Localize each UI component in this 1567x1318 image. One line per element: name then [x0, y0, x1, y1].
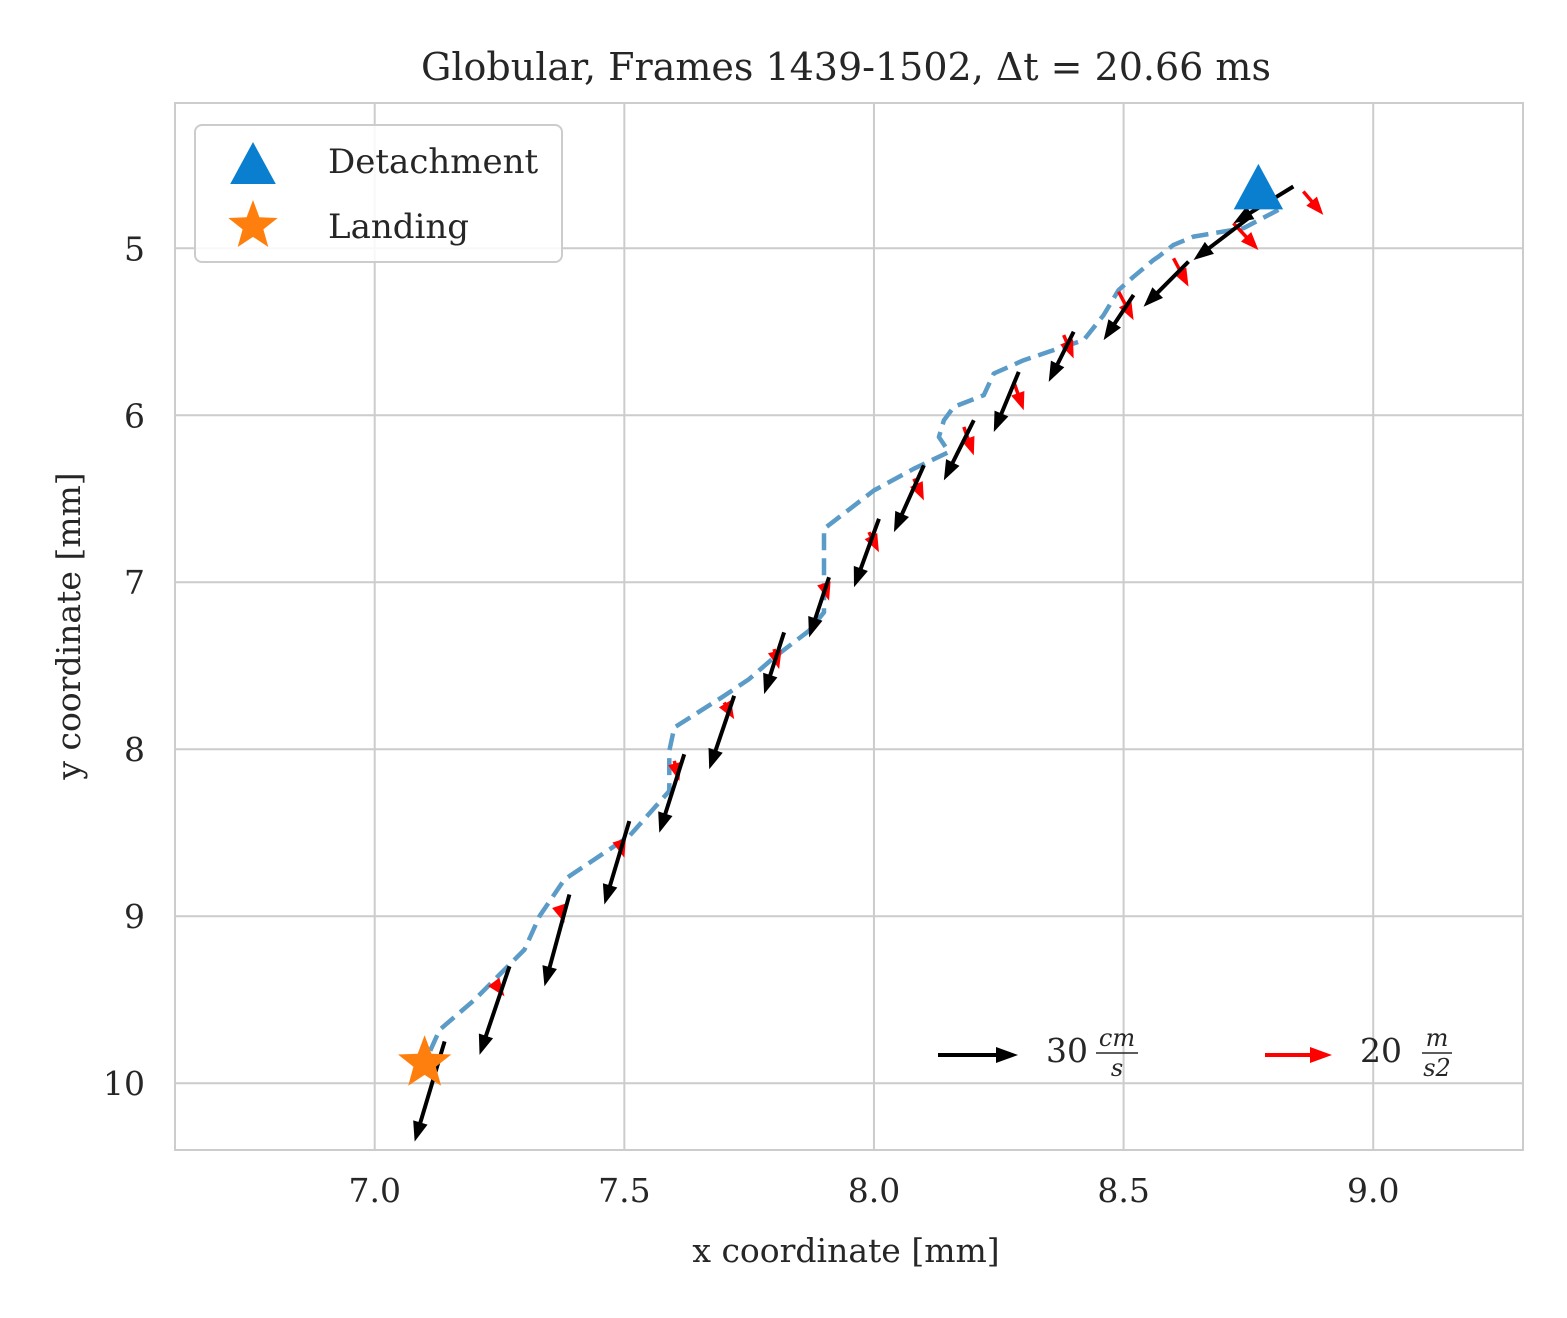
velocity-vector-shaft [713, 695, 737, 753]
legend-detachment-label: Detachment [328, 142, 539, 182]
velocity-vector-head [943, 459, 960, 481]
y-tick-label: 9 [124, 897, 145, 936]
x-tick-label: 7.5 [598, 1171, 650, 1210]
legend-detachment-icon [230, 142, 276, 184]
velocity-vector-head [808, 616, 823, 638]
velocity-vector-shaft [662, 753, 687, 817]
acceleration-key-arrow [1265, 1047, 1332, 1063]
plot-area [175, 103, 1523, 1150]
x-tick-label: 8.0 [848, 1171, 900, 1210]
velocity-vector [943, 419, 976, 481]
acceleration-key-unit-numerator: m [1426, 1024, 1449, 1052]
velocity-vector [893, 464, 926, 533]
velocity-vector-head [993, 410, 1009, 432]
event-markers [398, 163, 1284, 1086]
velocity-key-unit-numerator: cm [1099, 1024, 1135, 1052]
velocity-vector-head [413, 1120, 428, 1142]
velocity-vector [658, 753, 687, 833]
legend: Detachment Landing [194, 124, 563, 263]
velocity-vector-shaft [950, 419, 976, 466]
trajectory-layer [422, 207, 1280, 1065]
acceleration-vector-shaft [1301, 190, 1315, 204]
velocity-key-unit-denominator: s [1111, 1054, 1123, 1082]
velocity-vector-shaft [858, 518, 881, 572]
velocity-vector [993, 371, 1021, 432]
x-axis-label: x coordinate [mm] [692, 1231, 999, 1270]
velocity-vector [1143, 260, 1190, 307]
velocity-vector-head [658, 811, 673, 833]
x-tick-label: 7.0 [348, 1171, 400, 1210]
velocity-vector-shaft [1206, 216, 1250, 251]
acceleration-key-unit-denominator: s2 [1423, 1054, 1451, 1082]
velocity-vectors [413, 184, 1295, 1142]
velocity-vector [1048, 330, 1076, 382]
legend-box [194, 124, 563, 263]
legend-landing-icon [228, 200, 278, 247]
velocity-vector-shaft [1054, 330, 1076, 367]
tick-labels: 7.0 7.5 8.0 8.5 9.0 5 6 7 8 9 10 [103, 229, 1399, 1210]
velocity-vector-shaft [1111, 293, 1136, 327]
velocity-vector-head [1143, 287, 1163, 307]
velocity-vector [1193, 216, 1250, 260]
acceleration-vector-head [1306, 196, 1324, 215]
x-tick-label: 9.0 [1347, 1171, 1399, 1210]
velocity-vector-head [708, 747, 723, 770]
legend-entries: Detachment Landing [228, 142, 539, 247]
x-tick-label: 8.5 [1097, 1171, 1149, 1210]
y-tick-label: 7 [124, 563, 145, 602]
velocity-vector [708, 695, 737, 770]
y-tick-label: 8 [124, 730, 145, 769]
velocity-vector [602, 820, 632, 905]
vector-scale-key: 30 cms 20 ms2 [938, 1024, 1452, 1082]
velocity-vector-head [478, 1033, 494, 1055]
y-tick-label: 5 [124, 229, 145, 268]
velocity-vector [542, 893, 572, 987]
velocity-vector-shaft [767, 631, 786, 678]
velocity-vector [478, 965, 512, 1055]
acceleration-vector [1301, 190, 1324, 215]
velocity-vector-shaft [998, 371, 1021, 417]
velocity-vector-head [1193, 241, 1214, 260]
y-tick-label: 10 [103, 1064, 145, 1103]
velocity-vector [1103, 293, 1136, 341]
acceleration-vector-head [1011, 390, 1025, 411]
velocity-key-number: 30 [1046, 1031, 1088, 1070]
acceleration-vector-shaft [1117, 290, 1128, 307]
velocity-vector-shaft [1154, 260, 1190, 296]
trajectory-line [422, 207, 1280, 1065]
velocity-vector-head [893, 510, 909, 533]
acceleration-key-arrow-head [1310, 1047, 1332, 1063]
landing-marker [398, 1035, 452, 1086]
acceleration-vector-head [1240, 232, 1259, 250]
velocity-vector-head [853, 565, 868, 588]
velocity-vector [808, 576, 831, 638]
velocity-vector-head [763, 672, 778, 695]
velocity-vector-shaft [547, 893, 572, 970]
velocity-vector-shaft [607, 820, 632, 888]
chart-title: Globular, Frames 1439-1502, Δt = 20.66 m… [421, 45, 1271, 89]
legend-landing-label: Landing [328, 207, 469, 247]
acceleration-vector [1117, 290, 1134, 321]
acceleration-vector-head [1118, 300, 1134, 321]
velocity-vector [853, 518, 881, 588]
velocity-vector [763, 631, 786, 695]
velocity-vector-shaft [483, 965, 512, 1039]
y-axis-label: y coordinate [mm] [49, 472, 88, 780]
velocity-vector-head [542, 965, 557, 987]
velocity-vector-shaft [812, 576, 831, 621]
acceleration-key-number: 20 [1360, 1031, 1402, 1070]
velocity-key-arrow [938, 1047, 1018, 1063]
velocity-vector-shaft [899, 464, 926, 517]
velocity-vector-head [602, 883, 618, 905]
velocity-vector-head [1048, 360, 1065, 382]
plot-frame [174, 102, 1524, 1151]
velocity-key-arrow-head [996, 1047, 1018, 1063]
detachment-marker [1233, 163, 1284, 210]
y-tick-label: 6 [124, 396, 145, 435]
grid [175, 103, 1523, 1150]
velocity-vector-head [1103, 319, 1121, 341]
velocity-vector-head [1233, 206, 1255, 224]
